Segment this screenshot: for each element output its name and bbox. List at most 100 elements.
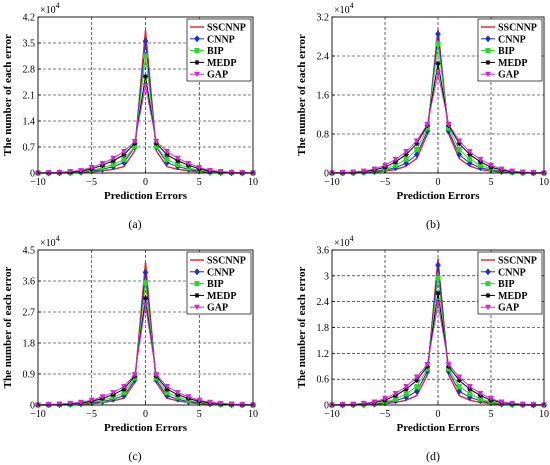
legend-marker [485,48,491,54]
data-point [381,396,389,402]
data-point [131,138,138,145]
y-multiplier-exponent: 4 [56,234,60,243]
data-point [360,168,367,175]
x-axis-label: Prediction Errors [104,190,188,202]
y-tick-label: 3.6 [23,277,36,288]
x-axis-label: Prediction Errors [397,190,481,202]
y-multiplier-exponent: 4 [350,234,354,243]
x-tick-label: 10 [248,177,258,188]
y-tick-label: 2.4 [317,52,330,63]
data-point [498,399,505,406]
legend-label-gap: GAP [498,70,519,81]
chart-panel-d: −10 −5 0 5 10 0 0.6 1.2 1.8 2.4 3 3.6 ×104 Prediction… [296,234,549,463]
panel-caption: (d) [426,449,440,463]
data-point [164,152,170,158]
y-tick-label: 4.2 [23,13,36,24]
data-point [435,290,441,296]
legend-marker [193,304,201,311]
data-point [413,150,420,159]
data-point [360,400,367,407]
data-point [99,160,106,167]
data-point [403,391,409,397]
legend-marker [485,268,491,276]
data-point [228,169,235,176]
legend-marker [193,71,201,78]
x-axis-label: Prediction Errors [397,422,481,434]
data-point [217,400,224,407]
legend-marker [485,35,491,43]
data-point [206,167,214,174]
y-tick-label: 2.7 [23,308,36,319]
y-multiplier-base: ×10 [334,238,350,249]
data-point [403,149,410,155]
data-point [56,401,63,408]
data-point [77,167,85,174]
data-point [99,394,106,400]
data-point [142,53,149,59]
panel-caption: (a) [128,217,141,231]
y-tick-label: 3.6 [317,246,330,257]
data-point [424,121,431,128]
data-point [456,150,463,159]
data-point [381,162,389,169]
y-tick-label: 0 [30,401,35,412]
data-point [67,400,74,407]
y-multiplier: ×104 [334,1,354,16]
data-point [445,362,452,368]
legend-label-sscnnp: SSCNNP [207,256,246,267]
legend-label-bip: BIP [207,279,224,290]
data-point [163,383,171,390]
legend-marker [194,59,200,65]
y-tick-label: 0.7 [23,143,36,154]
series-gap [328,301,548,409]
data-point [456,387,463,395]
y-tick-label: 1.8 [317,323,330,334]
data-point [509,400,516,407]
x-tick-label: 5 [489,409,494,420]
chart-panel-c: −10 −5 0 5 10 0 0.9 1.8 2.7 3.6 4.5 ×104 Prediction … [2,234,258,463]
series-line-gap [331,303,545,406]
data-point [121,157,127,163]
x-tick-label: 10 [539,409,549,420]
x-axis-label: Prediction Errors [104,422,188,434]
data-point [519,401,526,408]
data-point [519,169,526,176]
legend-label-bip: BIP [498,46,515,57]
y-multiplier-exponent: 4 [56,1,60,10]
data-point [120,383,128,390]
data-point [153,138,160,145]
data-point [466,149,473,155]
y-tick-label: 0.8 [317,130,330,141]
data-point [350,169,357,176]
x-tick-label: 10 [539,177,549,188]
y-tick-label: 2.8 [23,65,36,76]
legend-marker [484,304,492,311]
data-point [466,159,473,167]
x-tick-label: −10 [30,177,46,188]
legend-marker [485,59,491,65]
data-point [435,60,441,66]
data-point [371,166,378,173]
x-tick-label: −10 [30,409,46,420]
data-point [424,362,431,368]
data-point [142,280,149,286]
legend-marker [194,268,200,276]
data-point [142,83,149,89]
data-point [56,169,63,176]
x-tick-label: 5 [197,177,202,188]
data-point [174,155,181,162]
y-axis-label: The number of each error [296,34,308,156]
legend-marker [194,292,200,298]
legend-label-sscnnp: SSCNNP [498,256,537,267]
legend-marker [485,292,491,298]
y-tick-label: 1.4 [23,117,36,128]
data-point [163,149,171,155]
data-point [142,295,149,301]
data-point [487,396,495,402]
legend-label-cnnp: CNNP [207,34,235,45]
data-point [110,390,117,396]
data-point [88,164,95,171]
y-axis-label: The number of each error [2,266,14,388]
x-tick-label: 0 [143,177,148,188]
